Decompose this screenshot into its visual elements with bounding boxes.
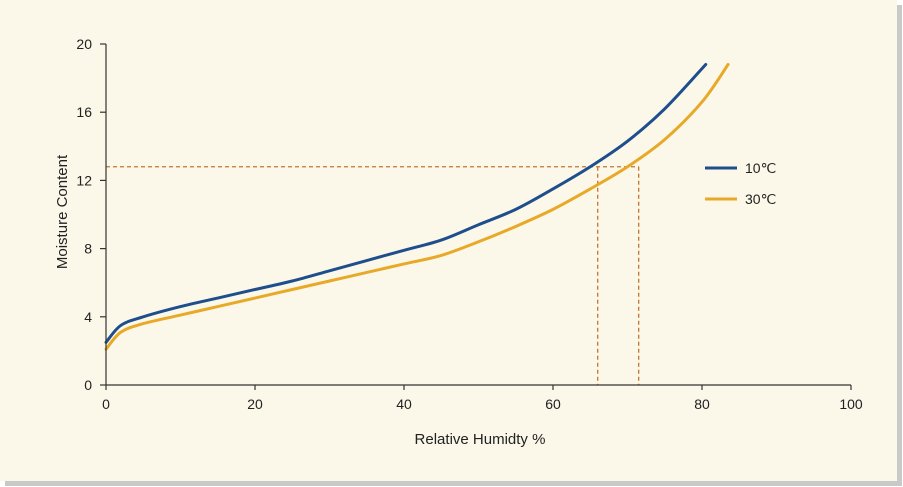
y-axis-label: Moisture Content (54, 154, 71, 269)
x-ticks: 0 20 40 60 80 100 (102, 385, 863, 412)
x-tick-label: 40 (396, 396, 412, 412)
y-tick-label: 16 (76, 104, 92, 120)
y-tick-label: 20 (76, 36, 92, 52)
series-line-30c (104, 62, 730, 351)
y-tick-label: 12 (76, 172, 92, 188)
legend-label: 10℃ (745, 160, 776, 176)
x-tick-label: 20 (247, 396, 263, 412)
y-tick-label: 0 (84, 377, 92, 393)
x-tick-label: 0 (102, 396, 110, 412)
legend-label: 30℃ (745, 191, 776, 207)
y-ticks: 0 4 8 12 16 20 (76, 36, 106, 393)
series-layer (104, 62, 730, 351)
y-tick-label: 4 (84, 309, 92, 325)
x-axis-label: Relative Humidty % (415, 431, 546, 448)
series-line-10c (104, 62, 708, 344)
y-tick-label: 8 (84, 241, 92, 257)
x-tick-label: 100 (839, 396, 863, 412)
legend: 10℃ 30℃ (705, 160, 776, 207)
x-tick-label: 60 (545, 396, 561, 412)
axes: 0 20 40 60 80 100 0 4 8 12 16 20 (76, 36, 862, 412)
annotation-layer (106, 166, 640, 385)
x-tick-label: 80 (694, 396, 710, 412)
